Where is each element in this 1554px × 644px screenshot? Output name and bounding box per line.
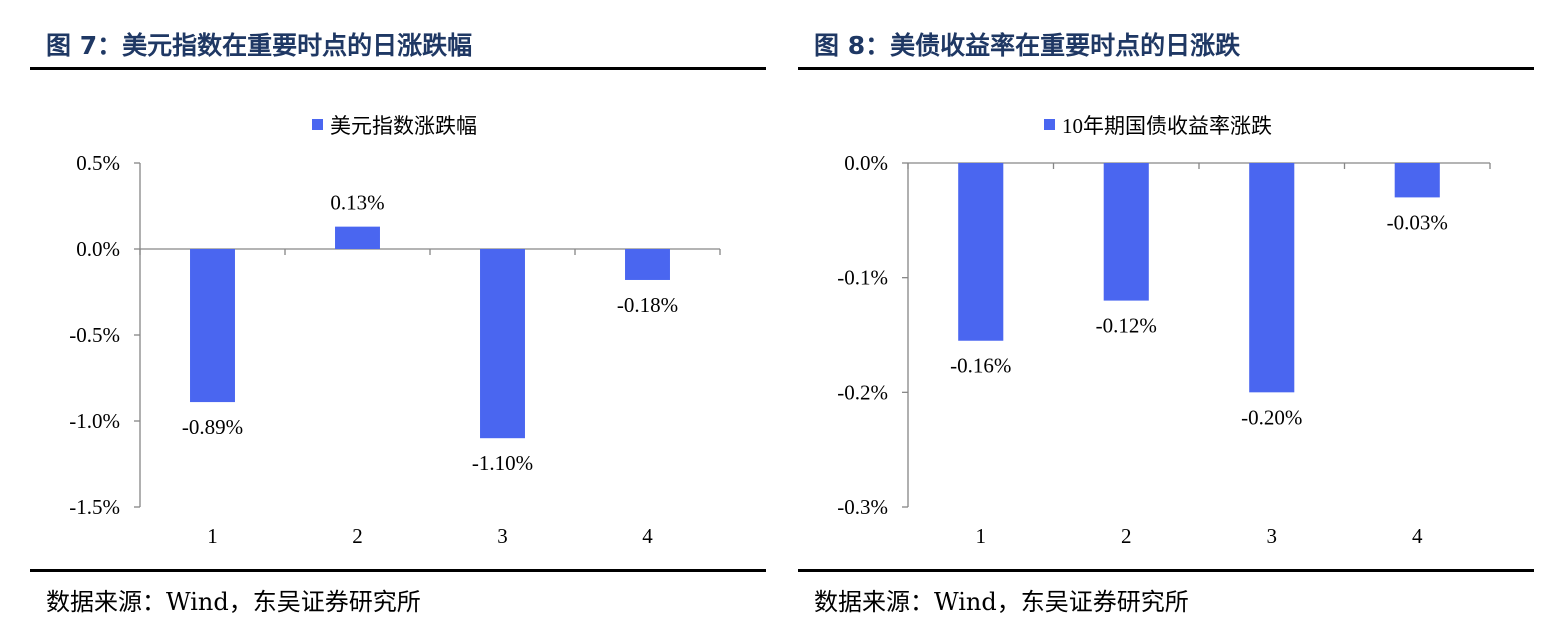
data-label: -0.12% [1096, 314, 1157, 338]
figure-8-source: 数据来源：Wind，东吴证券研究所 [814, 588, 1189, 616]
data-label: -0.03% [1387, 210, 1448, 234]
x-tick-label: 4 [1412, 524, 1423, 548]
x-tick-label: 2 [352, 524, 363, 548]
bar [1249, 163, 1295, 393]
y-tick-label: -1.5% [69, 495, 120, 519]
legend-label: 美元指数涨跌幅 [330, 114, 477, 138]
data-label: -0.16% [950, 354, 1011, 378]
y-tick-label: -0.5% [69, 323, 120, 347]
y-tick-label: 0.0% [76, 237, 120, 261]
legend-swatch [1044, 119, 1055, 130]
figure-8-bottom-rule [798, 569, 1534, 572]
data-label: -0.18% [617, 293, 678, 317]
x-tick-label: 3 [497, 524, 508, 548]
bar [625, 249, 670, 280]
figure-7-top-rule [30, 67, 766, 70]
x-tick-label: 1 [976, 524, 987, 548]
bar [480, 249, 525, 439]
bar [1394, 163, 1440, 198]
bar [958, 163, 1004, 341]
data-label: -0.89% [182, 415, 243, 439]
x-tick-label: 4 [642, 524, 653, 548]
y-tick-label: 0.5% [76, 151, 120, 175]
bar [335, 226, 380, 249]
figure-8-top-rule [798, 67, 1534, 70]
legend-swatch [312, 119, 323, 130]
y-tick-label: -0.3% [837, 495, 888, 519]
x-tick-label: 1 [207, 524, 218, 548]
bar [190, 249, 235, 403]
figure-7-bottom-rule [30, 569, 766, 572]
legend-label: 10年期国债收益率涨跌 [1062, 114, 1272, 138]
figure-7-source: 数据来源：Wind，东吴证券研究所 [46, 588, 421, 616]
data-label: 0.13% [330, 191, 384, 215]
figure-7-panel: 图 7：美元指数在重要时点的日涨跌幅 美元指数涨跌幅 0.5% 0.0% -0.5% -… [30, 0, 766, 644]
y-tick-label: -0.1% [837, 266, 888, 290]
figure-8-chart: 10年期国债收益率涨跌 0.0% -0.1% -0.2% -0.3% 1 2 3 4 -0.16%… [837, 114, 1491, 548]
x-tick-label: 3 [1267, 524, 1278, 548]
figure-7-title: 图 7：美元指数在重要时点的日涨跌幅 [46, 31, 473, 60]
figure-8-panel: 图 8：美债收益率在重要时点的日涨跌 10年期国债收益率涨跌 0.0% -0.1% -… [798, 0, 1534, 644]
bar [1103, 163, 1149, 301]
y-tick-label: -1.0% [69, 409, 120, 433]
figure-7-chart: 美元指数涨跌幅 0.5% 0.0% -0.5% -1.0% -1.5% 1 2 3 4 -0.89%… [69, 114, 721, 548]
y-tick-label: 0.0% [844, 151, 888, 175]
data-label: -1.10% [472, 451, 533, 475]
figure-8-title: 图 8：美债收益率在重要时点的日涨跌 [814, 31, 1241, 60]
data-label: -0.20% [1241, 405, 1302, 429]
x-tick-label: 2 [1121, 524, 1132, 548]
y-tick-label: -0.2% [837, 380, 888, 404]
